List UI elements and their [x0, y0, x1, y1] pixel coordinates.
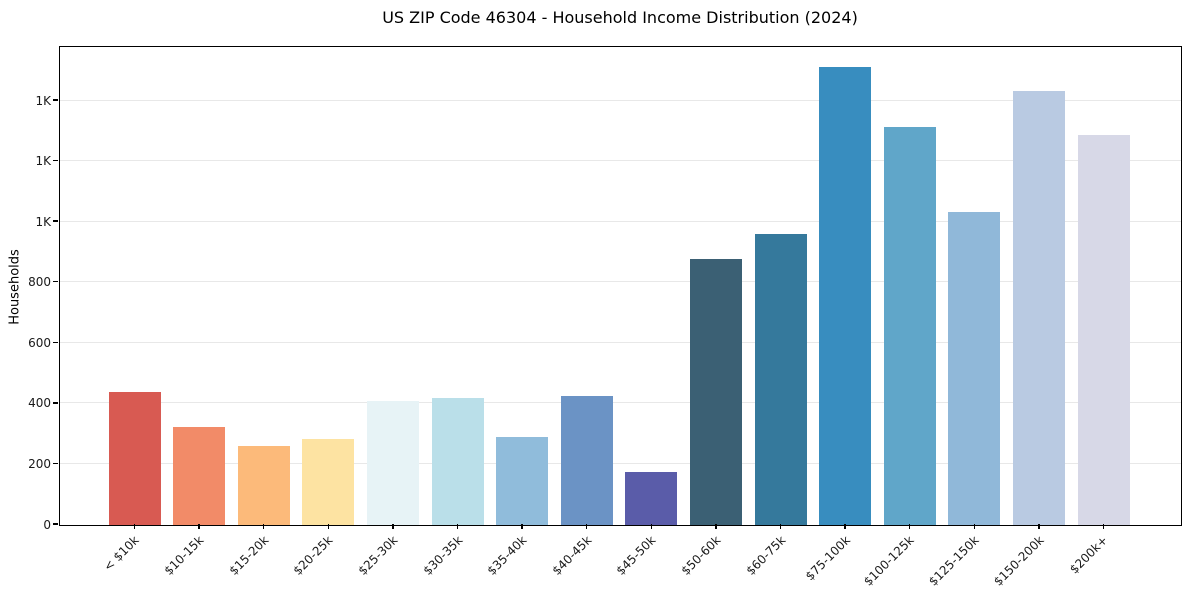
gridline [60, 160, 1181, 162]
gridline [60, 281, 1181, 283]
bar [625, 472, 678, 525]
bar [948, 212, 1001, 525]
bar [754, 234, 807, 525]
y-tick [53, 280, 58, 283]
bar [173, 426, 226, 525]
y-tick [53, 159, 58, 162]
x-tick-label: $125-150k [926, 533, 982, 589]
x-tick [521, 524, 523, 529]
gridline [60, 99, 1181, 101]
bar [689, 259, 742, 525]
chart-title: US ZIP Code 46304 - Household Income Dis… [382, 8, 858, 27]
gridline [60, 220, 1181, 222]
bar [1012, 91, 1065, 525]
x-tick-label: $50-60k [678, 533, 724, 578]
x-tick-label: $30-35k [420, 533, 465, 578]
gridline [60, 341, 1181, 343]
y-tick-label: 400 [28, 396, 51, 411]
bar [819, 67, 872, 525]
y-tick-label: 600 [28, 335, 51, 350]
bar [302, 439, 355, 525]
x-tick-label: $25-30k [355, 533, 401, 578]
x-tick [392, 524, 394, 529]
x-tick-label: $45-50k [613, 533, 659, 578]
x-tick [1102, 524, 1105, 529]
x-tick-label: $10-15k [161, 533, 207, 578]
x-tick [973, 524, 976, 529]
x-tick-label: $75-100k [802, 533, 853, 584]
x-tick [133, 524, 136, 529]
x-tick-label: $200k+ [1067, 533, 1111, 577]
y-tick [53, 523, 58, 525]
x-tick-label: $150-200k [990, 533, 1047, 589]
x-tick-label: $35-40k [484, 533, 530, 578]
bar [237, 445, 290, 525]
y-tick-label: 800 [28, 275, 51, 290]
y-tick [53, 341, 58, 344]
gridline [60, 402, 1181, 404]
bar [366, 400, 419, 525]
bar [1077, 134, 1130, 525]
bar [108, 392, 161, 525]
y-tick-label: 0 [43, 517, 51, 532]
plot-area [53, 46, 1182, 529]
x-tick [650, 524, 653, 529]
x-tick-label: $20-25k [290, 533, 336, 578]
y-tick-label: 1K [35, 93, 51, 108]
gridline [60, 462, 1181, 464]
bar [883, 126, 936, 525]
y-tick [53, 99, 58, 101]
x-tick-label: < $10k [101, 533, 142, 574]
bar [496, 437, 549, 525]
x-tick-label: $100-125k [861, 533, 918, 589]
y-tick [53, 220, 58, 222]
x-tick [715, 524, 717, 529]
y-tick-label: 200 [28, 456, 51, 471]
x-tick [585, 524, 588, 529]
y-tick [53, 402, 58, 404]
x-tick [1038, 524, 1040, 529]
bar [431, 398, 484, 525]
x-tick [327, 524, 330, 529]
x-tick [908, 524, 911, 529]
y-tick-label: 1K [35, 154, 51, 169]
x-tick [779, 524, 782, 529]
y-tick-label: 1K [35, 214, 51, 229]
bar [560, 395, 613, 525]
x-tick [456, 524, 459, 529]
x-tick [844, 524, 846, 529]
x-tick-label: $15-20k [226, 533, 272, 578]
x-tick-label: $40-45k [549, 533, 595, 578]
x-tick [198, 524, 200, 529]
x-tick-label: $60-75k [743, 533, 788, 578]
x-tick [262, 524, 265, 529]
y-tick [53, 462, 58, 465]
